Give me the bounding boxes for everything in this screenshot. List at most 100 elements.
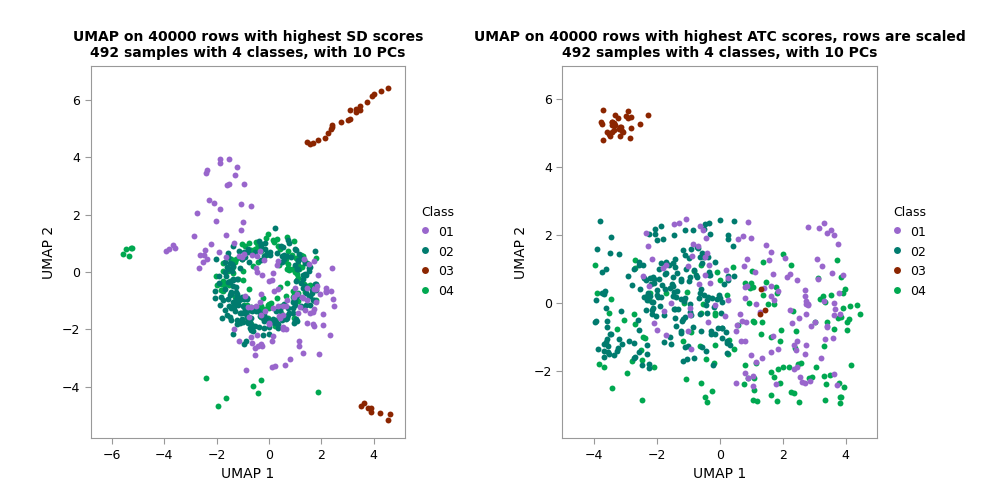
Point — [192, 251, 208, 260]
Point — [239, 312, 255, 320]
Point — [645, 297, 661, 305]
Point — [655, 235, 671, 243]
Point — [598, 265, 614, 273]
Point — [252, 312, 268, 320]
Point — [649, 291, 665, 299]
Point — [217, 281, 233, 289]
Point — [224, 288, 240, 296]
Point — [818, 229, 835, 237]
Point — [739, 282, 755, 290]
Point — [220, 254, 236, 262]
Point — [348, 108, 364, 116]
Point — [288, 270, 304, 278]
Point — [259, 316, 275, 324]
Point — [270, 242, 286, 250]
Point — [650, 293, 666, 301]
Point — [301, 291, 318, 299]
Point — [646, 279, 662, 287]
Point — [301, 301, 318, 309]
Point — [644, 306, 660, 314]
Point — [817, 335, 834, 343]
Point — [835, 288, 851, 296]
Point — [703, 330, 719, 338]
Point — [730, 322, 746, 330]
Point — [644, 298, 660, 306]
Point — [714, 324, 730, 332]
Point — [279, 296, 295, 304]
Point — [832, 379, 848, 387]
Point — [271, 261, 287, 269]
Point — [757, 306, 773, 314]
Point — [623, 124, 639, 132]
Point — [289, 318, 305, 326]
Point — [270, 325, 286, 333]
Point — [720, 234, 736, 242]
Point — [643, 255, 659, 263]
Point — [233, 308, 249, 317]
Point — [692, 342, 709, 350]
Point — [237, 242, 253, 250]
Point — [300, 264, 317, 272]
Point — [256, 256, 272, 264]
Point — [596, 290, 612, 298]
Point — [701, 261, 717, 269]
Point — [305, 322, 322, 330]
Point — [285, 319, 301, 327]
Point — [641, 230, 657, 238]
Point — [197, 250, 213, 259]
Point — [294, 254, 310, 262]
Point — [667, 263, 683, 271]
Point — [634, 361, 650, 369]
Point — [636, 293, 652, 301]
Point — [225, 276, 241, 284]
Point — [594, 289, 610, 297]
Point — [272, 243, 288, 251]
Point — [239, 366, 255, 374]
Point — [254, 271, 270, 279]
Point — [240, 248, 256, 257]
Point — [621, 337, 637, 345]
Point — [255, 313, 271, 322]
Point — [220, 267, 236, 275]
Point — [259, 230, 275, 238]
Point — [267, 322, 283, 330]
Point — [815, 219, 832, 227]
Point — [309, 271, 326, 279]
Point — [745, 372, 761, 380]
Point — [253, 247, 269, 255]
Point — [612, 133, 628, 141]
Point — [601, 309, 617, 317]
Point — [227, 171, 243, 179]
Point — [788, 328, 804, 336]
Point — [748, 359, 764, 367]
Point — [694, 379, 710, 387]
Point — [769, 397, 785, 405]
Point — [786, 389, 802, 397]
Point — [258, 314, 274, 322]
Point — [265, 315, 281, 323]
Point — [740, 218, 756, 226]
Point — [721, 276, 737, 284]
Point — [613, 307, 629, 315]
Point — [803, 323, 820, 331]
Point — [698, 301, 714, 309]
Point — [280, 247, 296, 255]
Point — [268, 307, 284, 315]
Point — [667, 314, 683, 322]
Point — [286, 301, 302, 309]
Point — [239, 294, 255, 302]
Point — [299, 296, 316, 304]
Point — [229, 288, 245, 296]
Point — [297, 288, 313, 296]
Point — [231, 337, 247, 345]
Point — [267, 317, 283, 325]
Point — [275, 250, 291, 259]
Point — [302, 309, 319, 317]
Point — [663, 280, 679, 288]
Point — [601, 350, 617, 358]
Point — [684, 226, 701, 234]
Point — [277, 255, 293, 263]
Point — [264, 337, 280, 345]
Point — [281, 239, 297, 247]
Point — [726, 272, 742, 280]
